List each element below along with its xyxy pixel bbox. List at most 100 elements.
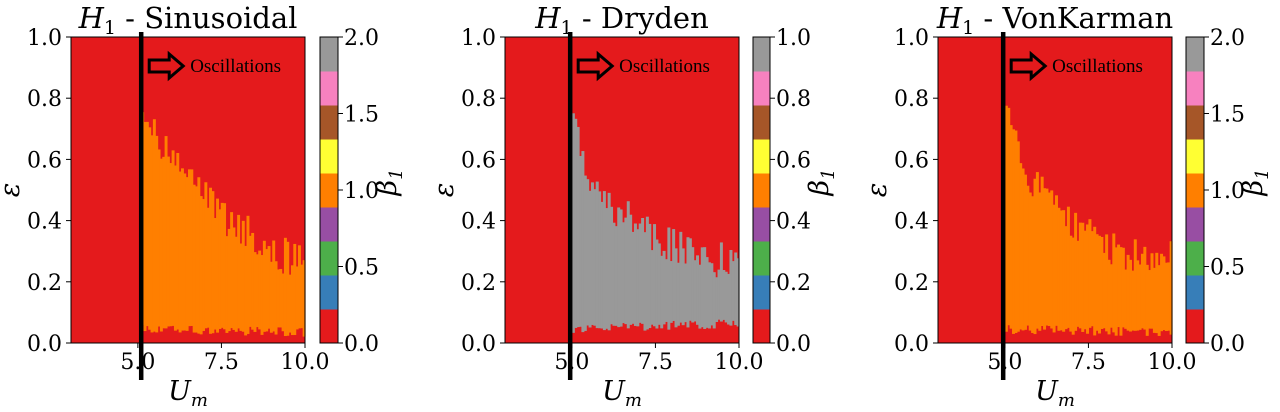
heatmap-cell	[1023, 174, 1027, 330]
annotation-label: Oscillations	[619, 56, 710, 77]
heatmap-cell	[660, 255, 664, 329]
heatmap-cell	[1031, 196, 1035, 333]
heatmap-cell	[731, 261, 735, 321]
heatmap-cell	[1095, 234, 1099, 331]
chart-title: H1 - Sinusoidal	[78, 1, 298, 39]
heatmap-cell	[574, 118, 578, 328]
heatmap-cell	[602, 191, 606, 331]
heatmap-cell	[1019, 163, 1023, 330]
heatmap-cell	[190, 169, 194, 326]
heatmap-cell	[1167, 262, 1171, 331]
y-tick-label: 0.8	[27, 87, 62, 112]
colorbar-label-main: β	[1238, 180, 1269, 197]
heatmap-cell	[185, 177, 189, 331]
heatmap-cell	[626, 201, 630, 329]
heatmap-cell	[576, 126, 580, 328]
heatmap-cell	[246, 215, 250, 334]
colorbar-label-main: β	[804, 180, 835, 197]
y-tick-label: 0.0	[894, 332, 929, 357]
heatmap-cell	[605, 208, 609, 329]
chart-title: H1 - Dryden	[534, 1, 709, 39]
heatmap-cell	[152, 119, 156, 332]
heatmap-cell	[176, 152, 180, 330]
heatmap-cell	[1047, 192, 1051, 327]
heatmap-cell	[1016, 141, 1020, 332]
heatmap-cell	[1131, 270, 1135, 331]
heatmap-cell	[679, 231, 683, 323]
heatmap-cell	[1145, 264, 1149, 336]
heatmap-cell	[267, 246, 271, 329]
x-axis-label-subscript: m	[191, 390, 208, 411]
heatmap-cell	[1102, 252, 1106, 329]
heatmap-cell	[1126, 254, 1130, 331]
colorbar-segment	[753, 105, 770, 140]
heatmap-cell	[1064, 226, 1068, 330]
y-tick-label: 0.6	[27, 148, 62, 173]
heatmap-cell	[622, 222, 625, 324]
heatmap-cell	[1100, 236, 1104, 329]
heatmap-cell	[631, 231, 635, 324]
heatmap-cell	[192, 184, 196, 333]
heatmap-cell	[199, 196, 203, 335]
heatmap-cell	[218, 209, 222, 329]
heatmap-cell	[698, 264, 702, 329]
heatmap-cell	[1074, 212, 1078, 331]
y-tick-label: 1.0	[27, 26, 62, 51]
colorbar: 0.0 0.5 1.0 1.5 2.0 β1	[1185, 26, 1273, 357]
y-axis-label: ε	[0, 183, 26, 198]
colorbar-segment	[1186, 241, 1204, 276]
heatmap-cell	[581, 151, 585, 333]
colorbar-segment	[753, 71, 770, 106]
chart-title: H1 - VonKarman	[936, 1, 1173, 39]
heatmap-cell	[293, 243, 297, 336]
heatmap-cell	[1033, 178, 1037, 335]
colorbar-tick-label: 2.0	[344, 26, 379, 51]
heatmap-cell	[1124, 269, 1128, 329]
title-subscript: 1	[962, 17, 974, 39]
heatmap-cell	[159, 158, 163, 332]
arrow-right-icon	[147, 50, 186, 82]
heatmap-cell	[239, 243, 243, 331]
colorbar-segment	[753, 207, 770, 242]
heatmap-cell	[1162, 256, 1166, 331]
x-tick-label: 7.5	[638, 350, 673, 375]
heatmap-cell	[624, 217, 628, 325]
heatmap-cell	[258, 250, 262, 330]
x-tick-label: 7.5	[1071, 350, 1106, 375]
heatmap-cell	[579, 156, 583, 327]
heatmap-cell	[681, 248, 685, 326]
heatmap-cell	[686, 237, 690, 328]
heatmap-cell	[717, 269, 721, 320]
x-tick-label: 10.0	[281, 350, 330, 375]
colorbar-label: β1	[804, 168, 839, 196]
x-axis-label-main: U	[602, 376, 626, 407]
heatmap-cell	[674, 248, 678, 328]
heatmap-cell	[1021, 168, 1025, 331]
heatmap-cell	[712, 272, 716, 329]
colorbar-tick-label: 1.5	[1210, 103, 1245, 128]
y-axis-label: ε	[429, 183, 460, 198]
arrow-right-icon	[1009, 50, 1048, 82]
colorbar-segment	[1186, 71, 1204, 106]
y-tick-label: 0.4	[461, 210, 496, 235]
heatmap-cell	[230, 212, 234, 329]
colorbar-tick-label: 0.8	[776, 87, 811, 112]
colorbar-tick-label: 0.2	[776, 271, 811, 296]
heatmap-cell	[241, 220, 245, 332]
colorbar-label: β1	[1238, 168, 1273, 196]
heatmap-cell	[145, 121, 149, 327]
heatmap-cell	[684, 263, 688, 323]
heatmap-cell	[279, 268, 283, 328]
heatmap-cell	[643, 232, 647, 331]
heatmap-cell	[143, 121, 147, 332]
colorbar-segment	[320, 207, 338, 242]
heatmap-cell	[1009, 125, 1013, 329]
heatmap-cell	[1038, 192, 1042, 331]
heatmap-cell	[1004, 105, 1008, 332]
heatmap-cell	[1114, 247, 1118, 336]
heatmap-cell	[1105, 234, 1109, 332]
title-main: H	[936, 1, 963, 35]
colorbar-segment	[1186, 37, 1204, 72]
heatmap-cell	[1081, 222, 1085, 332]
